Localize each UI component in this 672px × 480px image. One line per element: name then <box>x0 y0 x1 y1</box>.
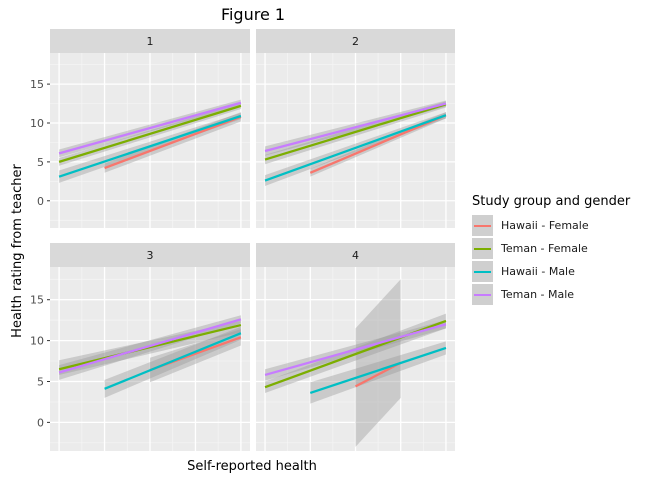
facet-label: 1 <box>147 35 154 48</box>
y-tick-label: 15 <box>30 78 44 91</box>
y-axis-title: Health rating from teacher <box>10 164 25 338</box>
y-tick-label: 5 <box>37 375 44 388</box>
legend-key <box>472 215 493 236</box>
series-line <box>58 323 242 371</box>
facet-label: 3 <box>147 249 154 262</box>
facet-panel: 4 <box>256 243 455 451</box>
legend-key <box>472 284 493 305</box>
y-tick-label: 15 <box>30 294 44 307</box>
legend-item: Teman - Male <box>472 283 630 306</box>
series-line <box>309 346 447 395</box>
legend-line-2 <box>474 270 491 273</box>
y-tick-label: 0 <box>37 416 44 429</box>
confidence-band <box>310 341 446 404</box>
facet-strip <box>50 29 250 53</box>
series-line <box>58 114 242 178</box>
series-line <box>58 318 242 374</box>
legend-label: Hawaii - Male <box>501 265 575 278</box>
facet-strip <box>50 243 250 267</box>
series-line <box>58 101 242 155</box>
series-line <box>264 114 447 182</box>
facet-panel: 3 0 5 10 15 <box>30 243 250 451</box>
facet-label: 2 <box>352 35 359 48</box>
y-tick-label: 5 <box>37 156 44 169</box>
facet-strip <box>256 29 455 53</box>
series-line <box>104 115 242 170</box>
legend-title: Study group and gender <box>472 194 631 209</box>
y-tick-label: 0 <box>37 195 44 208</box>
series-line <box>104 332 242 390</box>
series-line <box>264 103 447 161</box>
legend-line-1 <box>474 247 491 250</box>
facet-label: 4 <box>352 249 359 262</box>
legend-label: Teman - Male <box>501 288 575 301</box>
legend-label: Teman - Female <box>501 242 588 255</box>
y-tick-label: 10 <box>30 335 44 348</box>
series-line <box>264 323 447 377</box>
chart-title: Figure 1 <box>221 5 285 24</box>
series-line <box>309 114 447 174</box>
legend-key <box>472 238 493 259</box>
legend-item: Hawaii - Female <box>472 214 630 237</box>
legend-label: Hawaii - Female <box>501 219 589 232</box>
legend-item: Teman - Female <box>472 237 630 260</box>
facet-strip <box>256 243 455 267</box>
legend-line-3 <box>474 293 491 296</box>
series-line <box>58 104 242 163</box>
series-line <box>264 102 447 153</box>
legend: Study group and gender Hawaii - Female T… <box>472 194 630 306</box>
legend-item: Hawaii - Male <box>472 260 630 283</box>
confidence-band <box>355 279 401 447</box>
facet-panel: 2 <box>256 29 455 228</box>
legend-key <box>472 261 493 282</box>
x-axis-title: Self-reported health <box>187 459 317 474</box>
y-tick-label: 10 <box>30 117 44 130</box>
legend-line-0 <box>474 224 491 227</box>
